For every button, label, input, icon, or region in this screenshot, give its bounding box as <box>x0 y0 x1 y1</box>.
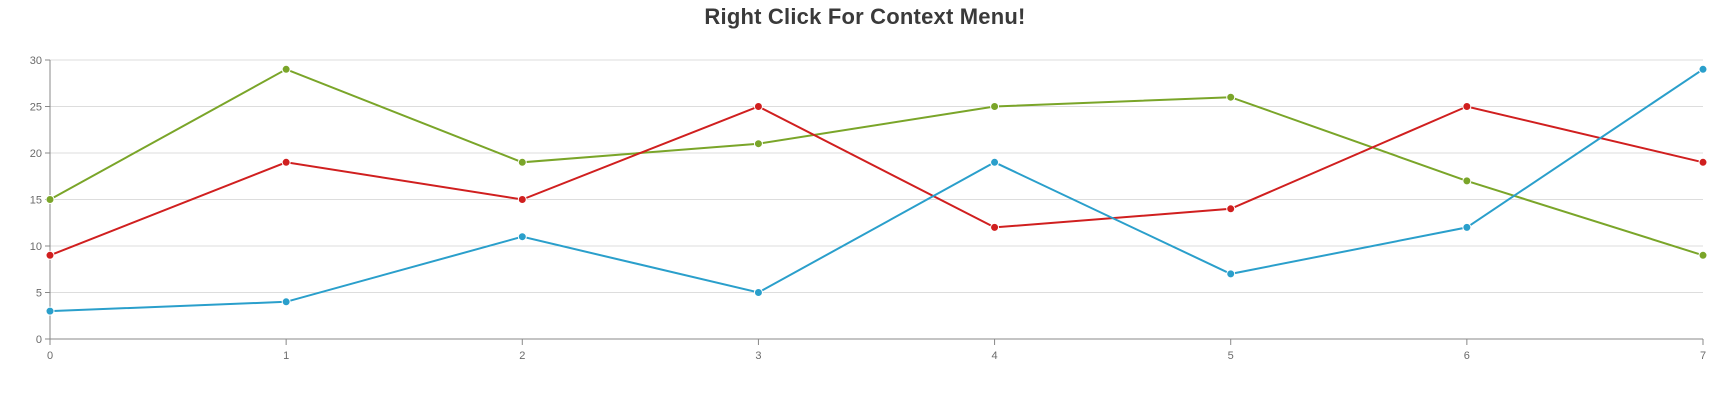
series-2[interactable] <box>45 64 1708 316</box>
x-tick-label-6: 6 <box>1464 350 1470 362</box>
series-1-point-6[interactable] <box>1462 102 1472 111</box>
y-tick-label-20: 20 <box>30 148 42 160</box>
series-2-point-0[interactable] <box>45 306 55 316</box>
series-0-point-0[interactable] <box>45 195 55 204</box>
series-2-point-5[interactable] <box>1226 269 1236 279</box>
x-tick-label-0: 0 <box>47 350 53 362</box>
series-1-point-4[interactable] <box>990 222 1000 232</box>
series-0-point-3[interactable] <box>753 139 763 149</box>
x-tick-label-1: 1 <box>283 350 289 362</box>
series-2-point-1[interactable] <box>281 297 291 307</box>
y-tick-label-10: 10 <box>30 241 42 253</box>
series-0-point-1[interactable] <box>281 64 291 74</box>
series-2-point-7[interactable] <box>1698 64 1708 74</box>
grid-lines <box>50 59 1703 293</box>
series-1-point-5[interactable] <box>1226 204 1236 214</box>
series-1-line[interactable] <box>49 105 1704 257</box>
series-0-point-5[interactable] <box>1226 92 1236 102</box>
series-2-point-2[interactable] <box>517 232 527 242</box>
y-tick-label-30: 30 <box>30 55 42 67</box>
x-tick-label-3: 3 <box>755 350 761 362</box>
y-tick-label-5: 5 <box>36 288 42 300</box>
series-0-point-2[interactable] <box>517 157 527 167</box>
y-tick-label-0: 0 <box>36 334 42 346</box>
series-1[interactable] <box>45 102 1708 260</box>
x-tick-label-2: 2 <box>519 350 525 362</box>
series-2-point-3[interactable] <box>753 288 763 297</box>
series-0[interactable] <box>45 64 1708 260</box>
series-1-point-2[interactable] <box>517 195 527 204</box>
axes: 0 5 10 15 20 25 30 0 1 2 3 4 5 6 7 <box>30 55 1706 362</box>
x-tick-label-4: 4 <box>992 350 998 362</box>
series-1-point-1[interactable] <box>281 157 291 167</box>
y-tick-label-15: 15 <box>30 195 42 207</box>
series-2-point-6[interactable] <box>1462 222 1472 232</box>
series-2-point-4[interactable] <box>990 157 1000 167</box>
series-0-point-6[interactable] <box>1462 176 1472 186</box>
y-tick-label-25: 25 <box>30 102 42 114</box>
x-tick-label-7: 7 <box>1700 350 1706 362</box>
x-tick-label-5: 5 <box>1228 350 1234 362</box>
series-1-point-3[interactable] <box>753 102 763 111</box>
series-0-point-4[interactable] <box>990 102 1000 111</box>
series-0-point-7[interactable] <box>1698 250 1708 260</box>
series-1-point-7[interactable] <box>1698 157 1708 167</box>
chart-title: Right Click For Context Menu! <box>704 4 1026 29</box>
series-1-point-0[interactable] <box>45 250 55 260</box>
series-0-line[interactable] <box>49 68 1704 257</box>
series-lines[interactable] <box>45 64 1708 316</box>
series-2-line[interactable] <box>49 68 1704 313</box>
